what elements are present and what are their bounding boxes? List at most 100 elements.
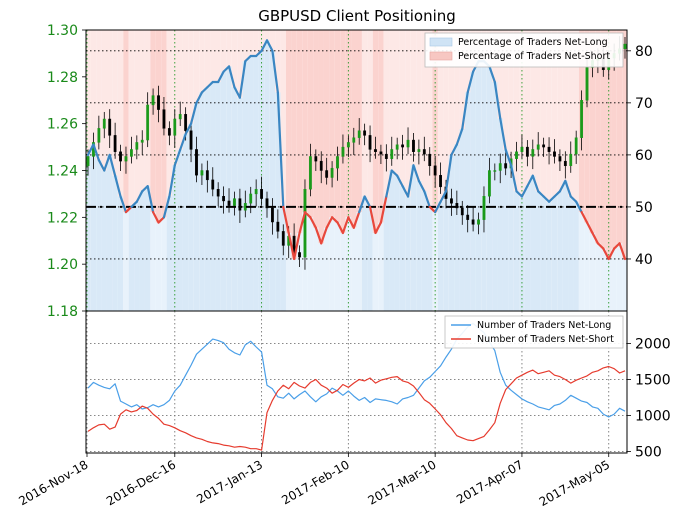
candle-body xyxy=(276,221,280,232)
short-area-band xyxy=(427,30,433,207)
net-long-percentage-segment xyxy=(547,195,556,203)
price-tick-label: 1.28 xyxy=(47,70,78,86)
candle-body xyxy=(558,156,562,162)
candle-body xyxy=(466,214,470,220)
short-area-band xyxy=(296,30,303,233)
date-tick-label: 2016-Nov-18 xyxy=(16,457,90,508)
net-long-percentage-segment xyxy=(341,216,350,235)
long-area-band xyxy=(578,212,585,311)
short-area-band xyxy=(568,30,574,197)
short-area-band xyxy=(497,30,503,119)
legend-label-pct-short: Percentage of Traders Net-Short xyxy=(458,51,610,62)
long-area-band xyxy=(204,87,211,311)
percentage-tick-label: 60 xyxy=(635,148,653,164)
legend-swatch-net-long xyxy=(429,37,453,47)
net-long-percentage-segment xyxy=(293,231,301,261)
net-long-percentage-segment xyxy=(130,200,138,209)
count-tick-label: 500 xyxy=(635,445,662,461)
long-area-band xyxy=(405,196,411,311)
short-area-band xyxy=(182,30,189,135)
candle-body xyxy=(200,170,204,176)
short-area-band xyxy=(584,30,590,223)
short-area-band xyxy=(448,30,455,155)
long-area-band xyxy=(161,217,167,311)
candle-body xyxy=(450,198,453,204)
long-area-band xyxy=(508,165,514,311)
count-tick-label: 1500 xyxy=(635,372,671,388)
short-area-band xyxy=(307,30,314,218)
net-long-percentage-segment xyxy=(124,205,133,214)
short-area-band xyxy=(410,30,417,166)
legend-label-count-long: Number of Traders Net-Long xyxy=(477,320,611,331)
short-area-band xyxy=(166,30,173,197)
long-area-band xyxy=(530,175,536,311)
net-long-percentage-segment xyxy=(244,54,252,63)
candle-body xyxy=(292,235,296,253)
candle-body xyxy=(336,156,339,169)
date-tick-label: 2017-Jan-13 xyxy=(194,457,265,506)
long-area-band xyxy=(540,196,547,311)
net-long-percentage-segment xyxy=(434,200,442,214)
net-long-percentage-segment xyxy=(618,242,627,261)
short-area-band xyxy=(242,30,249,62)
long-area-band xyxy=(264,40,270,311)
short-area-band xyxy=(258,30,265,51)
candle-body xyxy=(303,189,307,258)
short-area-band xyxy=(313,30,319,228)
long-area-band xyxy=(123,212,129,311)
candle-body xyxy=(330,167,334,178)
candle-body xyxy=(102,118,106,129)
net-long-percentage-segment xyxy=(179,132,187,151)
long-area-band xyxy=(611,248,617,311)
long-area-band xyxy=(622,258,627,311)
net-long-percentage-segment xyxy=(114,174,122,198)
net-long-percentage-segment xyxy=(217,70,225,84)
candle-body xyxy=(211,179,215,190)
candle-body xyxy=(580,100,584,138)
net-long-percentage-segment xyxy=(330,216,339,224)
short-area-band xyxy=(600,30,607,249)
date-tick-label: 2017-Feb-10 xyxy=(279,457,352,507)
short-area-band xyxy=(193,30,200,103)
net-long-percentage-segment xyxy=(363,195,372,209)
long-area-band xyxy=(106,154,113,311)
candle-body xyxy=(233,198,236,206)
long-area-band xyxy=(345,217,352,311)
short-area-band xyxy=(530,30,536,176)
long-area-band xyxy=(144,186,151,311)
candle-body xyxy=(401,144,405,148)
net-long-percentage-segment xyxy=(151,211,160,224)
net-long-percentage-segment xyxy=(265,39,274,52)
long-area-band xyxy=(421,191,428,311)
long-area-band xyxy=(497,118,503,312)
net-long-percentage-segment xyxy=(455,127,464,146)
net-long-percentage-segment xyxy=(325,216,334,229)
long-area-band xyxy=(427,206,433,311)
long-area-band xyxy=(155,222,162,311)
long-area-band xyxy=(150,212,156,311)
candle-body xyxy=(319,160,323,171)
net-long-percentage-segment xyxy=(146,185,155,214)
net-long-percentage-segment xyxy=(504,148,513,167)
percentage-axis-labels: 80 70 60 50 40 xyxy=(627,44,653,268)
candle-body xyxy=(569,153,573,167)
net-long-percentage-segment xyxy=(428,205,437,214)
net-long-percentage-segment xyxy=(396,174,404,188)
net-long-percentage-segment xyxy=(238,60,247,99)
net-long-percentage-segment xyxy=(195,91,204,104)
long-area-band xyxy=(193,102,200,311)
candle-body xyxy=(173,118,177,136)
percentage-tick-label: 80 xyxy=(635,44,653,60)
candle-body xyxy=(341,146,345,157)
date-tick-label: 2017-Mar-10 xyxy=(366,457,439,507)
long-area-band xyxy=(210,82,216,311)
short-area-band xyxy=(513,30,520,192)
short-area-band xyxy=(573,30,579,202)
candle-body xyxy=(195,149,198,176)
candle-body xyxy=(471,219,475,225)
candle-body xyxy=(406,139,410,148)
net-long-percentage-segment xyxy=(493,80,502,120)
legend-swatch-net-short xyxy=(429,51,453,61)
short-area-band xyxy=(123,30,129,213)
candle-body xyxy=(86,156,90,167)
